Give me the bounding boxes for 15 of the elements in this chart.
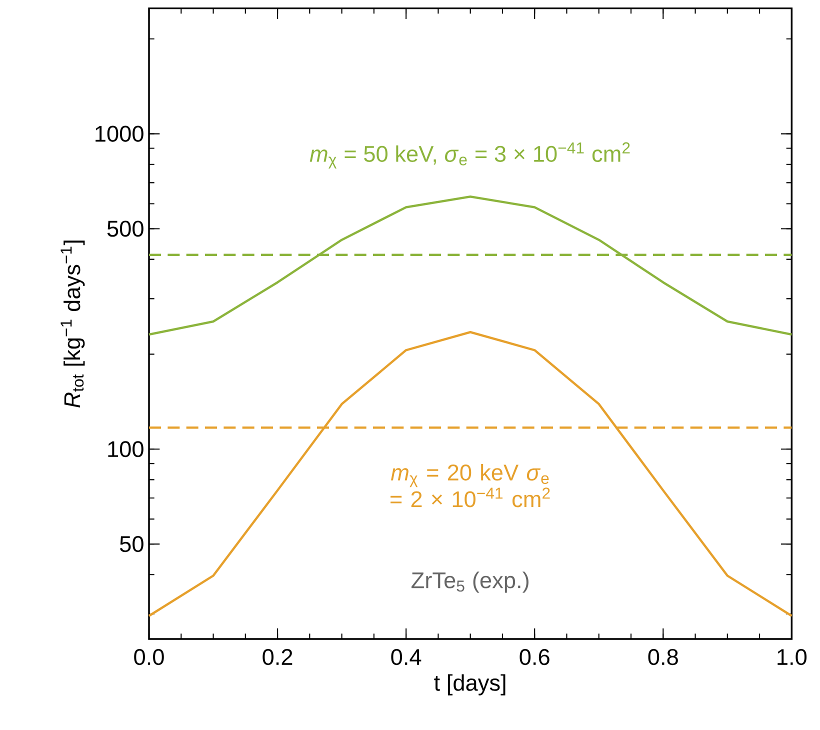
y-tick-label: 50	[120, 536, 144, 552]
text: m$_{χ}$ = 20 keV σ$_{e}$ = 2 × 10$^{−41}$ cm$^{2}$	[390, 464, 550, 508]
x-tick-label: 0.6	[520, 649, 550, 666]
text: m$_{χ}$ = 50 keV, σ$_{e}$ = 3 × 10$^{−41}$ cm$^{2}$	[310, 142, 630, 168]
y-axis-title: R$_{tot}$ [kg$^{−1}$ days$^{−1}$]	[60, 240, 85, 408]
y-tick-label: 100	[108, 441, 144, 458]
x-tick-label: 0.0	[134, 649, 164, 666]
x-axis-title: t [days]	[434, 674, 506, 696]
x-tick-label: 0.8	[648, 649, 678, 666]
y-tick-label: 500	[107, 220, 144, 237]
x-tick-label: 1.0	[778, 649, 807, 666]
x-tick-label: 0.2	[262, 649, 292, 666]
y-tick-label: 1000	[96, 126, 144, 142]
x-tick-label: 0.4	[391, 649, 422, 666]
annotation: ZrTe$_{5}$ (exp.)	[412, 572, 528, 593]
